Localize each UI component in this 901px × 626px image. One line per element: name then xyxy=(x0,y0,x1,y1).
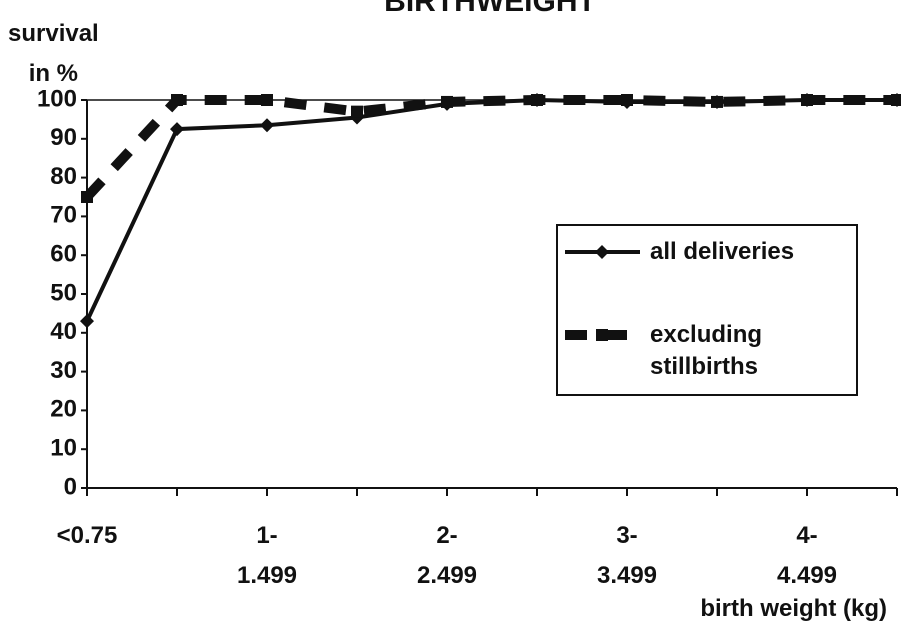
y-axis-label: survival in % xyxy=(8,20,99,87)
point xyxy=(260,118,274,133)
x-tick-label: 4- 4.499 xyxy=(776,522,838,589)
x-tick-label: 1- 1.499 xyxy=(236,522,298,589)
y-tick-label: 60 xyxy=(50,241,77,268)
y-tick-label: 0 xyxy=(64,473,77,500)
point xyxy=(801,94,813,106)
series-line xyxy=(83,95,897,201)
y-tick-label: 30 xyxy=(50,357,77,384)
legend-marker xyxy=(596,329,608,341)
x-axis-label: birth weight (kg) xyxy=(700,595,887,622)
point xyxy=(351,105,363,118)
point xyxy=(81,191,93,203)
point xyxy=(711,95,723,108)
y-tick-label: 100 xyxy=(37,85,77,112)
chart-title: BIRTHWEIGHT xyxy=(384,0,596,18)
y-tick-label: 20 xyxy=(50,396,77,423)
x-tick-label: 2- 2.499 xyxy=(416,522,478,589)
x-tick-label: <0.75 xyxy=(56,522,118,549)
y-tick-label: 10 xyxy=(50,435,77,462)
x-tick-label: 3- 3.499 xyxy=(596,522,658,589)
y-tick-label: 50 xyxy=(50,279,77,306)
point xyxy=(80,314,94,329)
legend-marker xyxy=(595,245,609,259)
point xyxy=(441,95,453,108)
point xyxy=(531,94,543,106)
point xyxy=(261,94,273,106)
y-tick-label: 90 xyxy=(50,124,77,151)
y-tick-label: 70 xyxy=(50,202,77,229)
point xyxy=(891,94,901,106)
point xyxy=(170,122,184,137)
legend-label: excluding stillbirths xyxy=(650,321,763,380)
point xyxy=(171,94,183,106)
point xyxy=(621,94,633,106)
legend-label: all deliveries xyxy=(650,238,795,265)
y-tick-label: 40 xyxy=(50,318,77,345)
y-tick-label: 80 xyxy=(50,163,77,190)
